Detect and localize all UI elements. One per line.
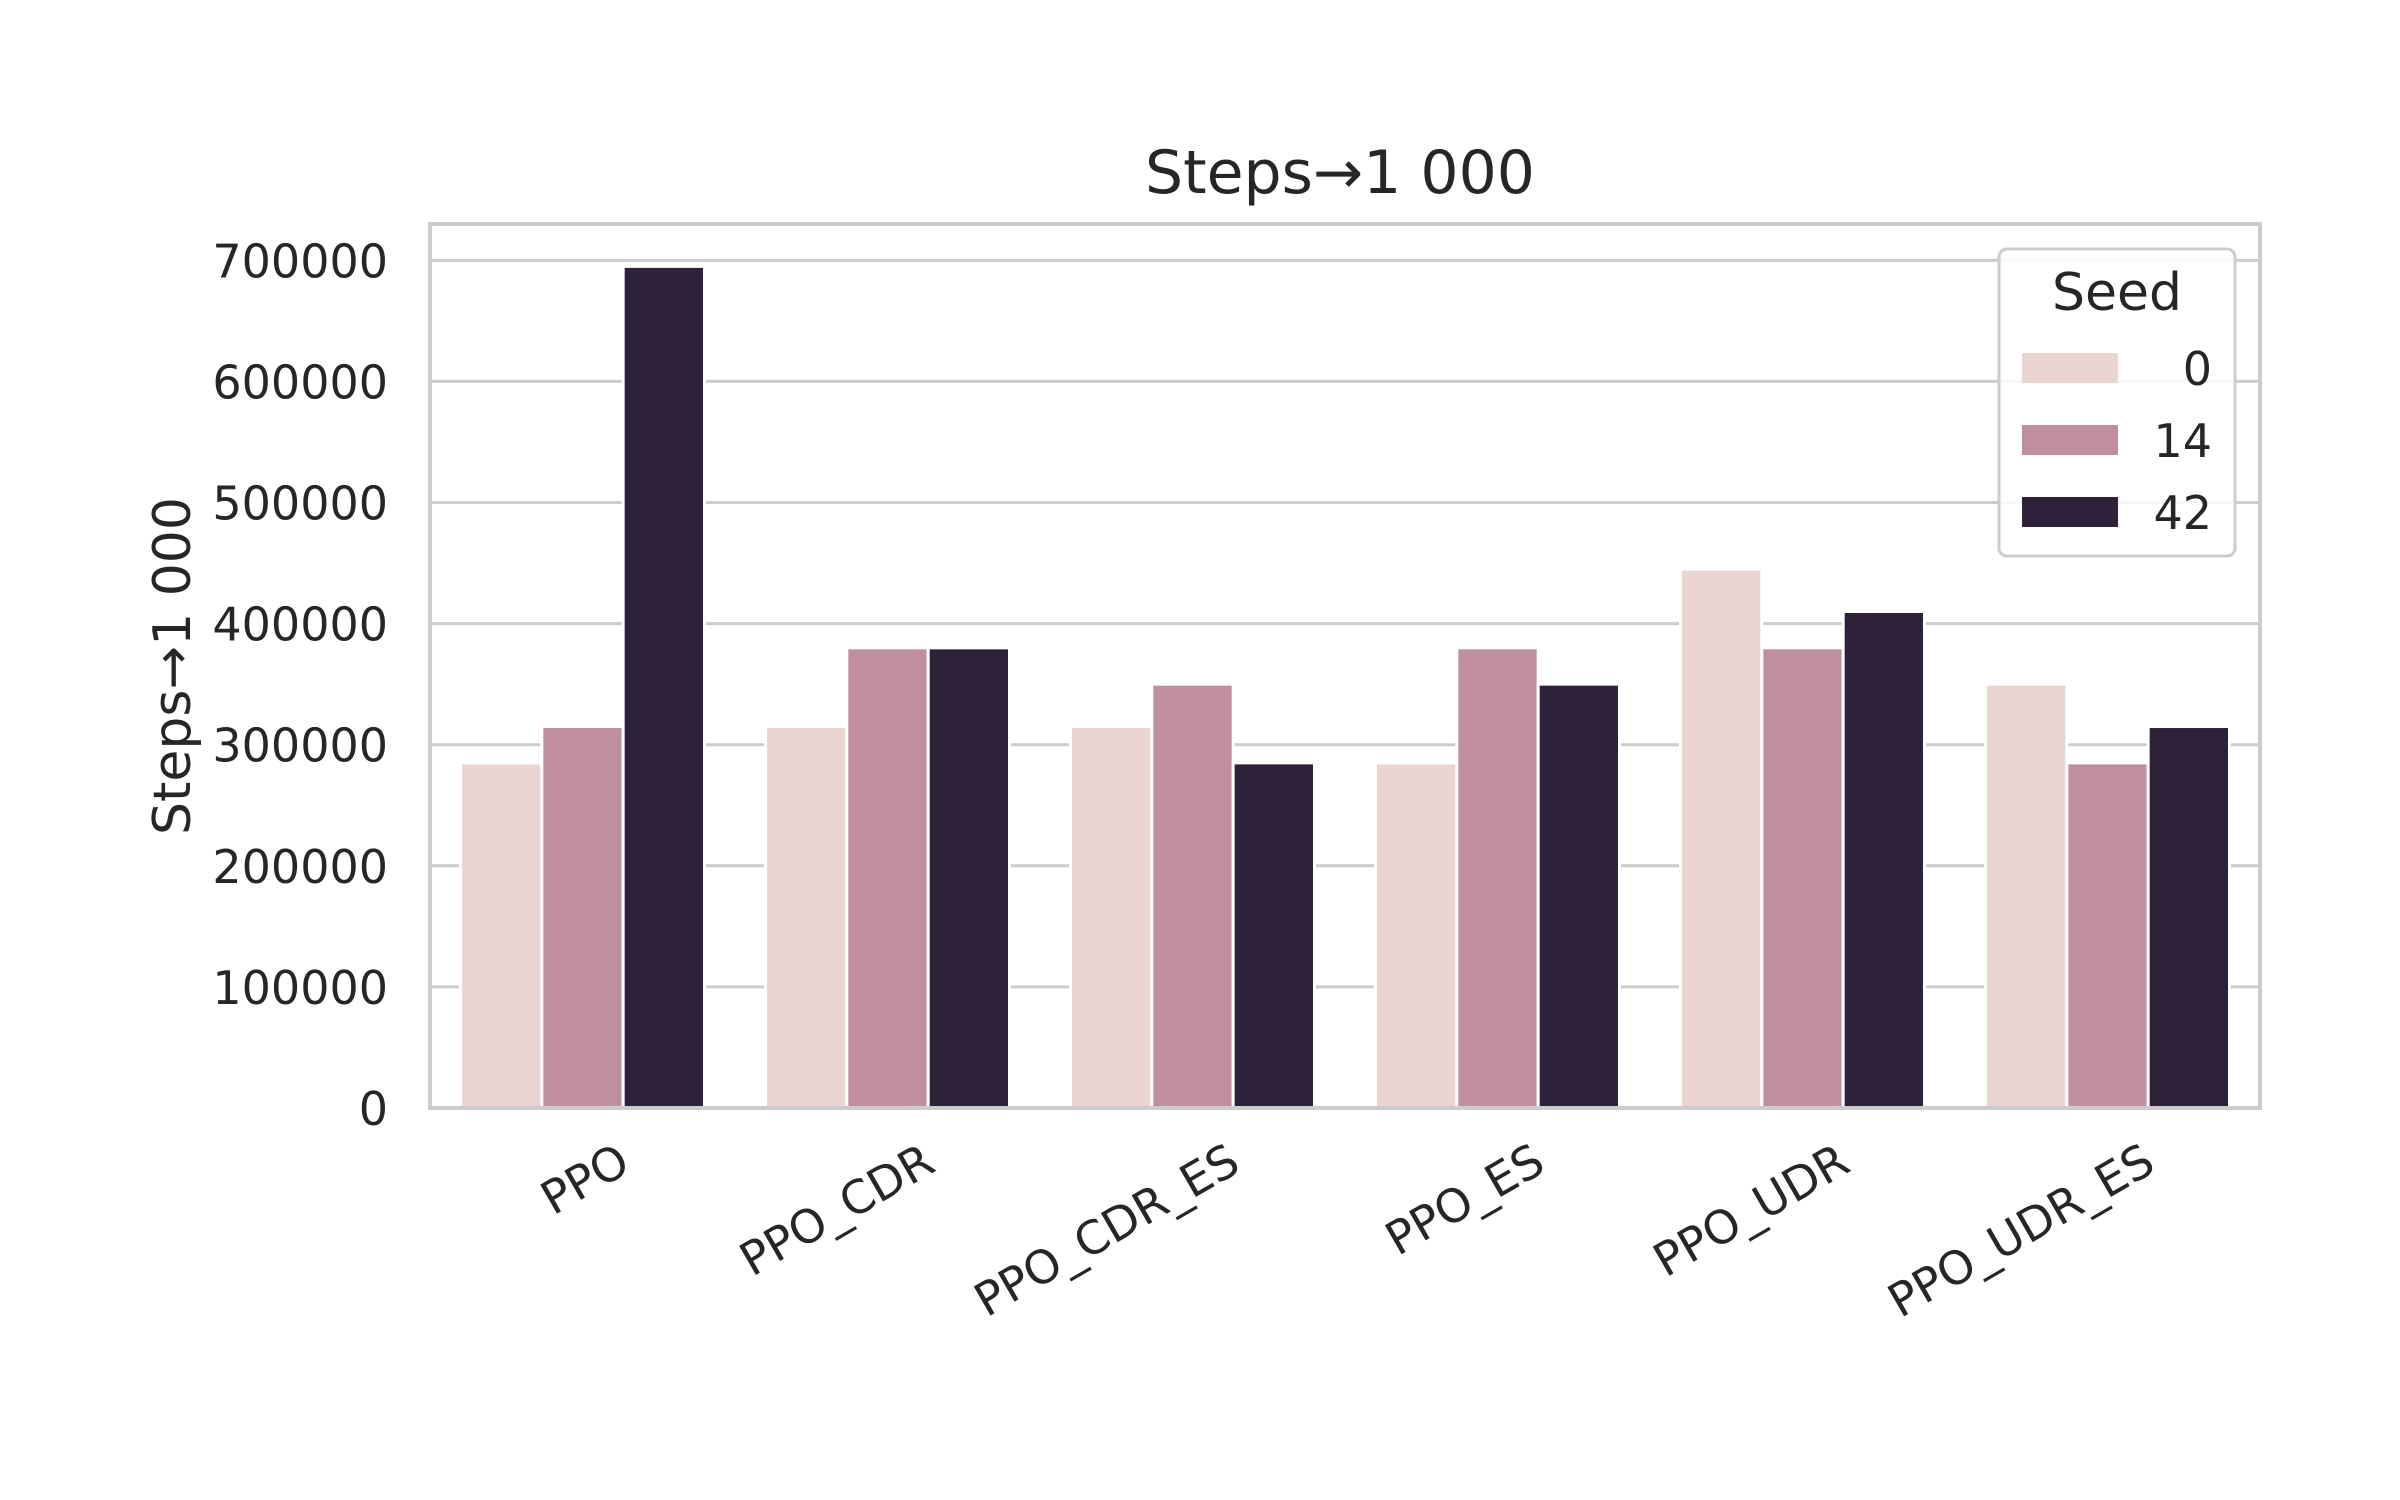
bar-PPO_UDR-seed-14	[1760, 646, 1845, 1110]
bar-PPO_ES-seed-42	[1536, 682, 1621, 1110]
bar-PPO_UDR_ES-seed-0	[1984, 682, 2069, 1110]
bar-PPO-seed-0	[459, 761, 544, 1110]
y-tick-labels: 0 100000 200000 300000 400000 500000 600000 700…	[212, 234, 388, 1136]
legend-title: Seed	[2052, 263, 2182, 323]
x-tick-label: PPO	[532, 1133, 638, 1226]
y-tick-label: 100000	[212, 961, 388, 1015]
bar-PPO_CDR_ES-seed-14	[1150, 682, 1235, 1110]
y-tick-label: 0	[359, 1082, 388, 1136]
legend-label: 42	[2153, 486, 2212, 540]
bar-PPO-seed-14	[540, 725, 625, 1110]
bar-PPO_UDR_ES-seed-42	[2146, 725, 2232, 1110]
bar-PPO_UDR-seed-0	[1679, 567, 1764, 1110]
y-tick-label: 600000	[212, 355, 388, 409]
legend-swatch	[2022, 353, 2118, 383]
bar-PPO-seed-42	[621, 264, 707, 1110]
y-tick-label: 700000	[212, 234, 388, 288]
legend-box	[1997, 247, 2237, 558]
legend-items: 0 14 42	[2022, 342, 2212, 540]
bar-PPO_ES-seed-14	[1455, 646, 1540, 1110]
bar-PPO_CDR-seed-14	[845, 646, 930, 1110]
legend: Seed 0 14 42	[1997, 247, 2237, 558]
x-tick-label: PPO_UDR_ES	[1879, 1133, 2163, 1328]
y-tick-label: 400000	[212, 598, 388, 652]
y-tick-label: 200000	[212, 840, 388, 894]
bar-PPO_UDR_ES-seed-14	[2065, 761, 2150, 1110]
chart-title: Steps→1 000	[1145, 138, 1535, 208]
bar-PPO_UDR-seed-42	[1841, 610, 1926, 1110]
x-tick-label: PPO_ES	[1376, 1133, 1553, 1266]
bar-PPO_CDR_ES-seed-0	[1069, 725, 1154, 1110]
legend-swatch	[2022, 497, 2118, 527]
legend-label: 0	[2183, 342, 2212, 396]
y-tick-label: 300000	[212, 719, 388, 773]
y-tick-label: 500000	[212, 477, 388, 531]
x-tick-label: PPO_CDR_ES	[965, 1133, 1248, 1327]
x-tick-labels: PPO PPO_CDR PPO_CDR_ES PPO_ES PPO_UDR PPO_UDR…	[532, 1133, 2163, 1328]
legend-label: 14	[2153, 414, 2212, 468]
bar-PPO_ES-seed-0	[1374, 761, 1459, 1110]
bar-PPO_CDR-seed-42	[926, 646, 1012, 1110]
y-axis-label: Steps→1 000	[143, 497, 203, 835]
grid-lines	[430, 258, 2260, 1110]
bars	[459, 264, 2232, 1110]
bar-PPO_CDR_ES-seed-42	[1231, 761, 1316, 1110]
legend-swatch	[2022, 425, 2118, 455]
bar-PPO_CDR-seed-0	[764, 725, 849, 1110]
plot-frame	[428, 222, 2262, 1110]
x-tick-label: PPO_UDR	[1644, 1133, 1858, 1288]
x-tick-label: PPO_CDR	[731, 1133, 943, 1287]
